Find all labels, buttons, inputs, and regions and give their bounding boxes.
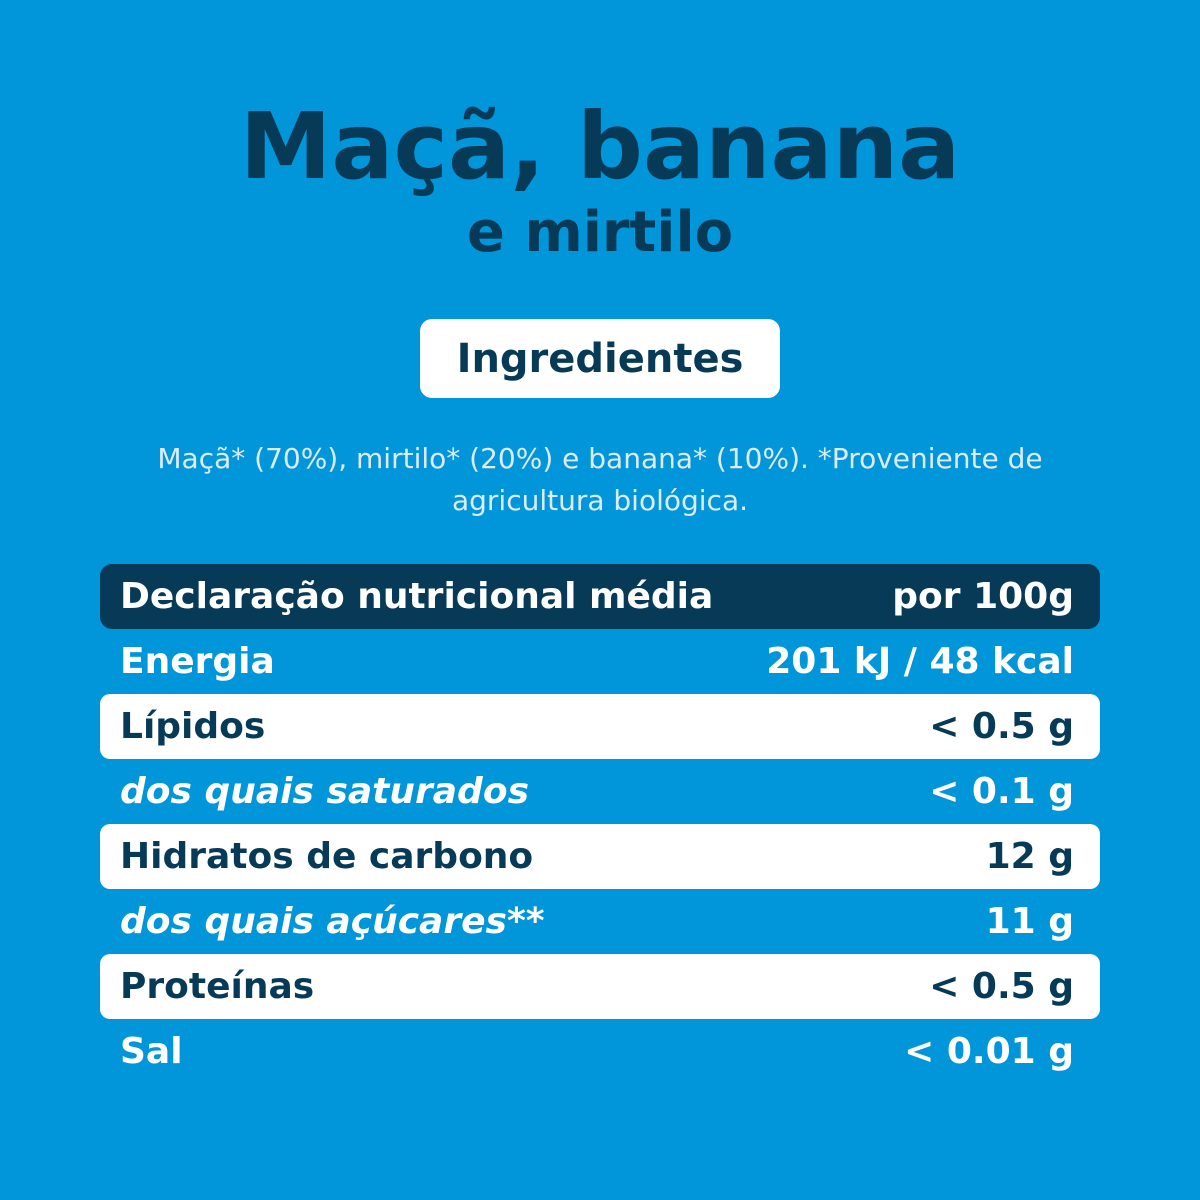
nutrition-header-label: Declaração nutricional média [120,576,714,617]
ingredients-text: Maçã* (70%), mirtilo* (20%) e banana* (1… [157,442,1043,517]
nutrition-row-lipidos: Lípidos < 0.5 g [100,694,1100,759]
product-subtitle: e mirtilo [466,200,734,265]
nutrition-row-proteinas: Proteínas < 0.5 g [100,954,1100,1019]
nutrition-row-value: < 0.5 g [929,706,1074,747]
nutrition-row-label: dos quais açúcares** [120,901,545,942]
nutrition-row-value: < 0.1 g [929,771,1074,812]
nutrition-row-label: Hidratos de carbono [120,836,534,877]
nutrition-header-row: Declaração nutricional média por 100g [100,564,1100,629]
nutrition-row-acucares: dos quais açúcares** 11 g [100,889,1100,954]
nutrition-row-sal: Sal < 0.01 g [100,1019,1100,1084]
nutrition-row-energia: Energia 201 kJ / 48 kcal [100,629,1100,694]
nutrition-row-value: < 0.5 g [929,966,1074,1007]
nutrition-row-hidratos: Hidratos de carbono 12 g [100,824,1100,889]
nutrition-row-saturados: dos quais saturados < 0.1 g [100,759,1100,824]
nutrition-row-label: Lípidos [120,706,266,747]
nutrition-row-value: 12 g [985,836,1074,877]
nutrition-row-label: Energia [120,641,275,682]
nutrition-header-value: por 100g [892,576,1074,617]
nutrition-row-value: 11 g [985,901,1074,942]
ingredients-heading-badge: Ingredientes [420,319,780,398]
nutrition-row-label: Proteínas [120,966,315,1007]
nutrition-row-value: 201 kJ / 48 kcal [766,641,1074,682]
ingredients-heading: Ingredientes [456,335,744,382]
nutrition-row-value: < 0.01 g [904,1031,1074,1072]
product-title: Maçã, banana [239,93,961,200]
nutrition-row-label: Sal [120,1031,183,1072]
nutrition-table: Declaração nutricional média por 100g En… [100,564,1100,1084]
nutrition-row-label: dos quais saturados [120,771,529,812]
